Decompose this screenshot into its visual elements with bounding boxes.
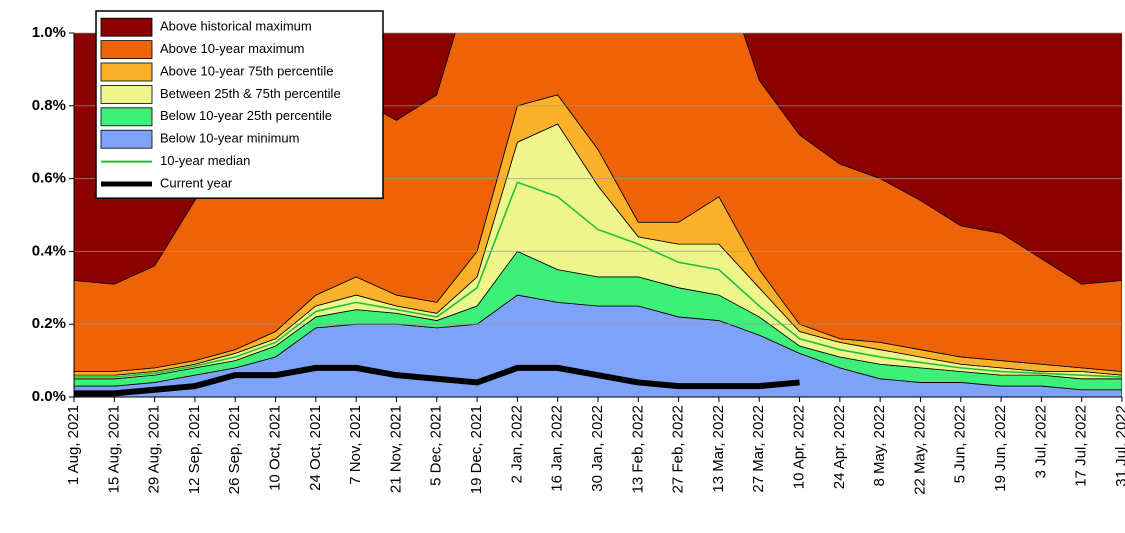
y-tick-label: 1.0%: [32, 24, 66, 41]
x-tick-label: 5 Jun, 2022: [952, 405, 969, 483]
x-tick-label: 30 Jan, 2022: [589, 405, 606, 492]
median-line: [74, 181, 1122, 378]
y-tick-label: 0.0%: [32, 388, 66, 405]
legend-swatch: [100, 40, 153, 59]
x-tick-label: 10 Oct, 2021: [267, 405, 284, 491]
legend-label: Above historical maximum: [160, 19, 312, 34]
x-tick-label: 3 Jul, 2022: [1032, 405, 1049, 478]
legend-label: Below 10-year minimum: [160, 131, 299, 146]
x-tick-label: 13 Feb, 2022: [629, 405, 646, 493]
x-tick-label: 31 Jul, 2022: [1113, 405, 1125, 487]
x-tick-label: 2 Jan, 2022: [508, 405, 525, 483]
x-tick-label: 5 Dec, 2021: [428, 405, 445, 486]
legend: Above historical maximum Above 10-year ma…: [95, 10, 384, 199]
x-tick-label: 22 May, 2022: [911, 405, 928, 495]
y-tick-label: 0.8%: [32, 97, 66, 114]
y-tick-label: 0.6%: [32, 170, 66, 187]
x-tick-label: 26 Sep, 2021: [226, 405, 243, 494]
x-tick-label: 7 Nov, 2021: [347, 405, 364, 485]
x-tick-label: 27 Mar, 2022: [750, 405, 767, 493]
x-tick-label: 24 Apr, 2022: [831, 405, 848, 489]
x-tick-label: 8 May, 2022: [871, 405, 888, 486]
x-tick-label: 27 Feb, 2022: [670, 405, 687, 493]
x-tick-label: 24 Oct, 2021: [307, 405, 324, 491]
axes: 0.0% 0.2% 0.4% 0.6% 0.8% 1.0% 1 Aug, 2021 15 Au…: [32, 24, 1125, 495]
x-tick-label: 15 Aug, 2021: [105, 405, 122, 493]
legend-label: Above 10-year 75th percentile: [160, 63, 333, 78]
x-tick-label: 19 Dec, 2021: [468, 405, 485, 494]
x-tick-label: 29 Aug, 2021: [146, 405, 163, 493]
current-line: [74, 364, 800, 397]
legend-label: Between 25th & 75th percentile: [160, 86, 341, 101]
x-tick-label: 1 Aug, 2021: [65, 405, 82, 485]
legend-label: Above 10-year maximum: [160, 41, 305, 56]
legend-label: Below 10-year 25th percentile: [160, 108, 332, 123]
y-tick-label: 0.2%: [32, 315, 66, 332]
legend-box: [95, 10, 384, 199]
legend-swatch: [100, 62, 153, 82]
legend-swatch: [100, 107, 153, 127]
x-tick-label: 10 Apr, 2022: [791, 405, 808, 489]
x-tick-label: 19 Jun, 2022: [992, 405, 1009, 492]
x-tick-label: 13 Mar, 2022: [710, 405, 727, 493]
legend-label: Current year: [160, 175, 233, 190]
x-tick-label: 17 Jul, 2022: [1073, 405, 1090, 487]
x-tick-label: 12 Sep, 2021: [186, 405, 203, 494]
x-tick-label: 21 Nov, 2021: [387, 405, 404, 493]
y-tick-label: 0.4%: [32, 242, 66, 259]
legend-swatch: [100, 85, 153, 104]
x-tick-label: 16 Jan, 2022: [549, 405, 566, 492]
legend-label: 10-year median: [160, 153, 250, 168]
legend-swatch: [100, 129, 153, 149]
legend-swatch: [100, 17, 153, 37]
